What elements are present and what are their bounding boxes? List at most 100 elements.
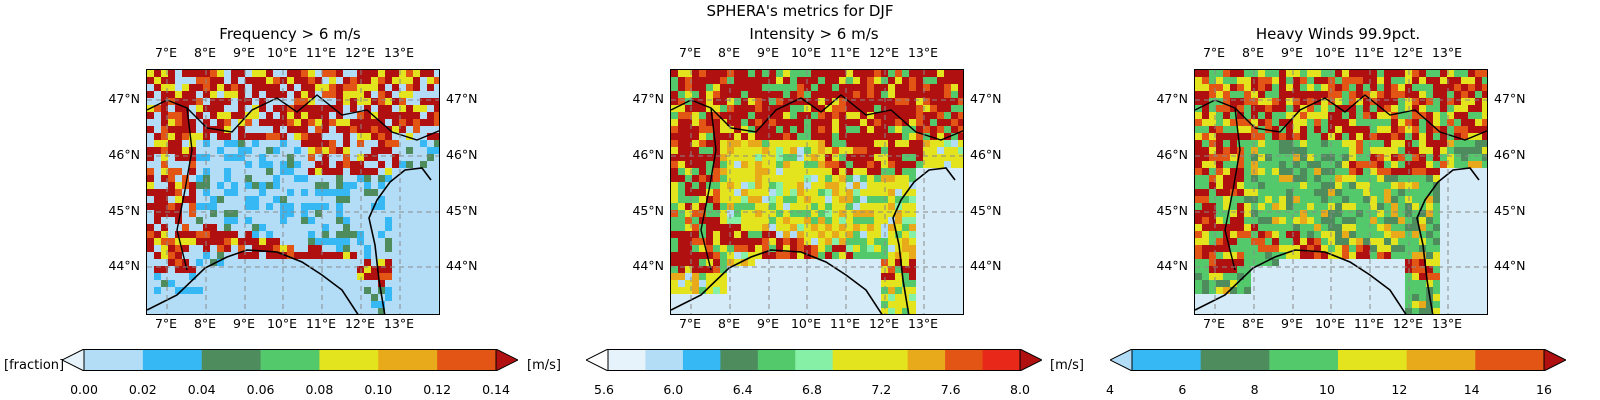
lon-tick-bottom: 8°E <box>1241 316 1265 331</box>
lon-tick-top: 10°E <box>1314 45 1346 60</box>
lat-tick-right: 46°N <box>970 147 1002 162</box>
lat-tick-right: 46°N <box>1494 147 1526 162</box>
colorbar-segment <box>795 349 834 371</box>
colorbar-segment <box>1475 349 1545 371</box>
lon-tick-top: 11°E <box>829 45 861 60</box>
lat-tick-right: 45°N <box>970 203 1002 218</box>
colorbar-segment <box>645 349 684 371</box>
lon-tick-bottom: 7°E <box>678 316 702 331</box>
lat-tick-right: 44°N <box>1494 258 1526 273</box>
lat-tick-left: 44°N <box>632 258 664 273</box>
lon-tick-top: 12°E <box>1392 45 1424 60</box>
lon-tick-bottom: 7°E <box>154 316 178 331</box>
lat-tick-right: 47°N <box>446 91 478 106</box>
colorbar-segment <box>720 349 759 371</box>
colorbar-tick-label: 0.04 <box>187 382 216 397</box>
coastline <box>147 167 432 314</box>
colorbar-tick-label: 7.6 <box>940 382 961 397</box>
lon-tick-top: 10°E <box>790 45 822 60</box>
lat-tick-right: 46°N <box>446 147 478 162</box>
colorbar-segment <box>945 349 984 371</box>
colorbar-segment <box>378 349 438 371</box>
colorbar-segment <box>1269 349 1339 371</box>
colorbar-segment <box>1132 349 1202 371</box>
lon-tick-bottom: 12°E <box>868 316 900 331</box>
map-cells <box>147 70 439 314</box>
colorbar-segment <box>260 349 320 371</box>
lon-tick-bottom: 11°E <box>829 316 861 331</box>
colorbar-tick-label: 12 <box>1391 382 1408 397</box>
lat-tick-right: 45°N <box>446 203 478 218</box>
figure-suptitle: SPHERA's metrics for DJF <box>706 2 894 20</box>
colorbar-segment <box>201 349 262 371</box>
colorbar-heavy-winds <box>1108 348 1568 372</box>
colorbar-tick-label: 7.2 <box>871 382 892 397</box>
gridlines <box>147 70 439 314</box>
lat-tick-right: 44°N <box>970 258 1002 273</box>
colorbar-tick-label: 0.08 <box>305 382 334 397</box>
colorbar-segment <box>832 349 871 371</box>
coastline <box>1195 167 1480 314</box>
lon-tick-top: 13°E <box>1431 45 1463 60</box>
colorbar-segment <box>982 349 1021 371</box>
colorbar-segment <box>682 349 721 371</box>
lon-tick-top: 13°E <box>907 45 939 60</box>
colorbar-tick-label: 6 <box>1178 382 1187 397</box>
lon-tick-bottom: 13°E <box>383 316 415 331</box>
gridlines <box>1195 70 1487 314</box>
lon-tick-top: 11°E <box>1353 45 1385 60</box>
lat-tick-left: 46°N <box>1156 147 1188 162</box>
lon-tick-bottom: 11°E <box>1353 316 1385 331</box>
colorbar-tick-label: 8 <box>1250 382 1259 397</box>
lat-tick-left: 46°N <box>108 147 140 162</box>
lat-tick-left: 47°N <box>632 91 664 106</box>
colorbar-tick-label: 6.0 <box>663 382 684 397</box>
lon-tick-top: 9°E <box>756 45 780 60</box>
colorbar-segment <box>142 349 203 371</box>
colorbar-extend-low <box>60 348 85 372</box>
colorbar-tick-label: 16 <box>1536 382 1552 397</box>
lon-tick-bottom: 10°E <box>790 316 822 331</box>
colorbar-extend-low <box>1108 348 1133 372</box>
colorbar-tick-label: 0.00 <box>70 382 98 397</box>
colorbar-tick-label: 0.12 <box>423 382 452 397</box>
country-border <box>1195 94 1487 271</box>
map-heavy-winds <box>1194 69 1488 315</box>
lon-tick-top: 13°E <box>383 45 415 60</box>
map-field <box>671 70 963 314</box>
map-field <box>1195 70 1487 314</box>
lon-tick-top: 11°E <box>305 45 337 60</box>
panel-2-title: Intensity > 6 m/s <box>749 25 879 43</box>
lon-tick-bottom: 9°E <box>756 316 780 331</box>
cbar-1-left-label: [fraction] <box>4 358 65 373</box>
coastline <box>671 167 956 314</box>
lon-tick-top: 8°E <box>193 45 217 60</box>
lon-tick-bottom: 11°E <box>305 316 337 331</box>
map-field <box>147 70 439 314</box>
colorbar-segment <box>1200 349 1270 371</box>
colorbar-segment <box>84 349 144 371</box>
map-cells <box>1195 70 1487 314</box>
colorbar-segment <box>608 349 646 371</box>
lon-tick-top: 9°E <box>232 45 256 60</box>
colorbar-tick-label: 6.8 <box>802 382 822 397</box>
lon-tick-bottom: 12°E <box>344 316 376 331</box>
colorbar-tick-label: 0.06 <box>246 382 275 397</box>
colorbar-tick-label: 14 <box>1463 382 1480 397</box>
colorbar-frequency <box>60 348 520 372</box>
colorbar-tick-label: 10 <box>1319 382 1335 397</box>
lat-tick-left: 44°N <box>1156 258 1188 273</box>
lon-tick-bottom: 8°E <box>717 316 741 331</box>
lon-tick-top: 12°E <box>344 45 376 60</box>
colorbar-tick-label: 0.10 <box>364 382 393 397</box>
lat-tick-left: 44°N <box>108 258 140 273</box>
colorbar-extend-high <box>1019 348 1044 372</box>
colorbar-svg <box>584 348 1044 372</box>
lat-tick-right: 47°N <box>1494 91 1526 106</box>
map-cells <box>671 70 963 314</box>
lon-tick-bottom: 13°E <box>907 316 939 331</box>
lon-tick-top: 8°E <box>717 45 741 60</box>
lat-tick-right: 44°N <box>446 258 478 273</box>
colorbar-svg <box>60 348 520 372</box>
lon-tick-bottom: 9°E <box>1280 316 1304 331</box>
